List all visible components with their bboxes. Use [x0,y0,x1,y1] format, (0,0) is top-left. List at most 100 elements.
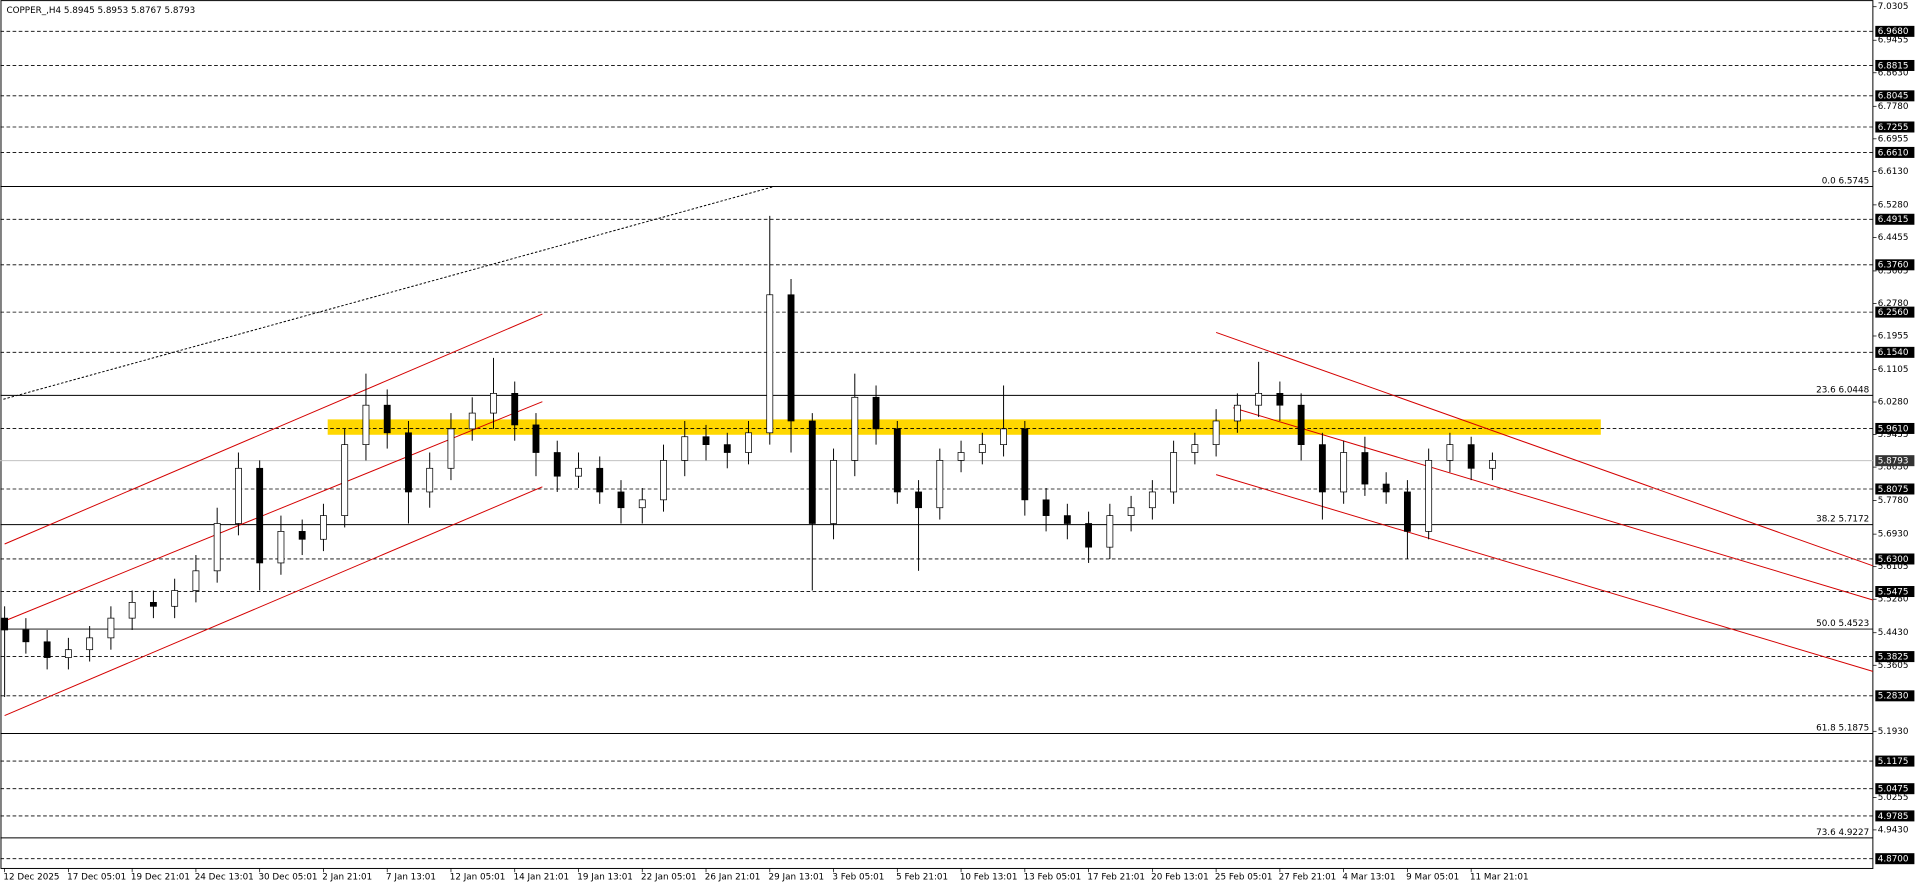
y-tick-label: 6.6130 [1878,167,1909,177]
candle-body [745,432,752,453]
candle-body [978,444,986,453]
candle-body [1191,444,1199,453]
x-tick-label: 2 Jan 21:01 [322,873,372,883]
level-label-box [1875,59,1915,71]
fib-label: 73.6 4.9227 [1816,827,1869,837]
trend-line [1232,407,1874,601]
fib-label: 38.2 5.7172 [1816,514,1869,524]
fib-level: 73.6 [1816,827,1836,837]
x-tick-label: 4 Mar 13:01 [1342,873,1395,883]
candle-body [1255,392,1263,406]
level-label: 6.8815 [1878,61,1909,71]
trend-line [3,186,775,400]
candle-body [638,499,646,509]
level-label-box [1875,259,1915,271]
candle-body [192,570,200,591]
y-tick-label: 6.0280 [1878,398,1909,408]
candle-body [1042,499,1050,516]
x-tick-label: 19 Jan 13:01 [577,873,633,883]
current-price-box [1875,455,1915,467]
level-label-box [1875,553,1915,565]
fib-level: 61.8 [1816,723,1836,733]
candle-body [1170,452,1178,493]
x-tick-label: 11 Mar 21:01 [1470,873,1529,883]
x-tick-label: 20 Feb 13:01 [1151,873,1209,883]
fib-value: 5.4523 [1838,618,1869,628]
candle-body [1000,428,1007,445]
level-label: 6.3760 [1878,261,1909,271]
x-tick-label: 17 Feb 21:01 [1087,873,1145,883]
candle-body [426,467,434,493]
x-tick-label: 3 Feb 05:01 [832,873,884,883]
y-tick-label: 5.1930 [1878,727,1909,737]
trend-line [1215,474,1874,672]
candle-body [1361,452,1369,485]
candle-body [1318,444,1326,493]
candle-body [277,531,285,564]
candle-body [936,460,944,509]
candle-body [723,444,731,453]
y-tick-label: 6.5280 [1878,200,1909,210]
candle-body [1382,483,1390,493]
candle-body [1,617,9,631]
level-label-box [1875,586,1915,598]
level-label: 6.7255 [1878,123,1909,133]
level-label: 4.9785 [1878,812,1909,822]
x-tick-label: 12 Dec 2025 [3,873,59,883]
candle-body [1063,515,1071,524]
x-tick-label: 14 Jan 21:01 [514,873,570,883]
fib-level: 23.6 [1816,385,1836,395]
y-tick-label: 5.4430 [1878,628,1909,638]
candle-body [1489,460,1496,469]
fib-level: 0.0 [1822,176,1836,186]
level-label: 6.6610 [1878,148,1909,158]
candle-body [511,392,519,426]
level-label-box [1875,483,1915,495]
x-tick-label: 5 Feb 21:01 [896,873,948,883]
candle-body [872,396,880,430]
y-tick-label: 6.2780 [1878,299,1909,309]
level-label: 6.1540 [1878,348,1909,358]
candle-body [532,424,540,453]
y-tick-label: 5.9455 [1878,430,1909,440]
candle-body [235,467,242,524]
x-tick-label: 26 Jan 21:01 [705,873,761,883]
fib-value: 5.7172 [1838,514,1869,524]
y-tick-label: 6.4455 [1878,233,1909,243]
level-label-box [1875,25,1915,37]
fib-label: 50.0 5.4523 [1816,618,1869,628]
level-label-box [1875,651,1915,663]
candle-body [43,641,51,658]
candle-body [468,412,476,430]
price-zone [327,419,1601,435]
y-tick-label: 5.5280 [1878,595,1909,605]
fib-value: 6.0448 [1838,385,1869,395]
level-label: 5.0475 [1878,785,1909,795]
x-tick-label: 22 Jan 05:01 [641,873,697,883]
candle-body [893,428,901,493]
candle-body [64,649,72,658]
candle-body [405,432,412,493]
level-label: 5.1175 [1878,757,1909,767]
y-tick-label: 6.9455 [1878,36,1909,46]
level-label: 5.3825 [1878,652,1909,662]
candle-body [1148,491,1156,509]
y-tick-label: 5.0255 [1878,793,1909,803]
y-tick-label: 6.8630 [1878,68,1909,78]
y-tick-label: 6.1955 [1878,331,1909,341]
y-tick-label: 6.6955 [1878,134,1909,144]
candle-body [596,467,604,493]
y-tick-label: 5.6930 [1878,530,1909,540]
candle-body [1403,491,1411,532]
candle-body [660,460,667,501]
y-tick-label: 6.3605 [1878,266,1909,276]
symbol: COPPER_,H4 [6,5,61,15]
candle-body [1297,404,1305,445]
candle-body [298,531,306,540]
candle-body [808,420,816,524]
header-high: 5.8953 [97,5,128,15]
candle-body [107,617,115,639]
y-tick-label: 7.0305 [1878,2,1909,12]
y-tick-label: 5.7780 [1878,496,1909,506]
